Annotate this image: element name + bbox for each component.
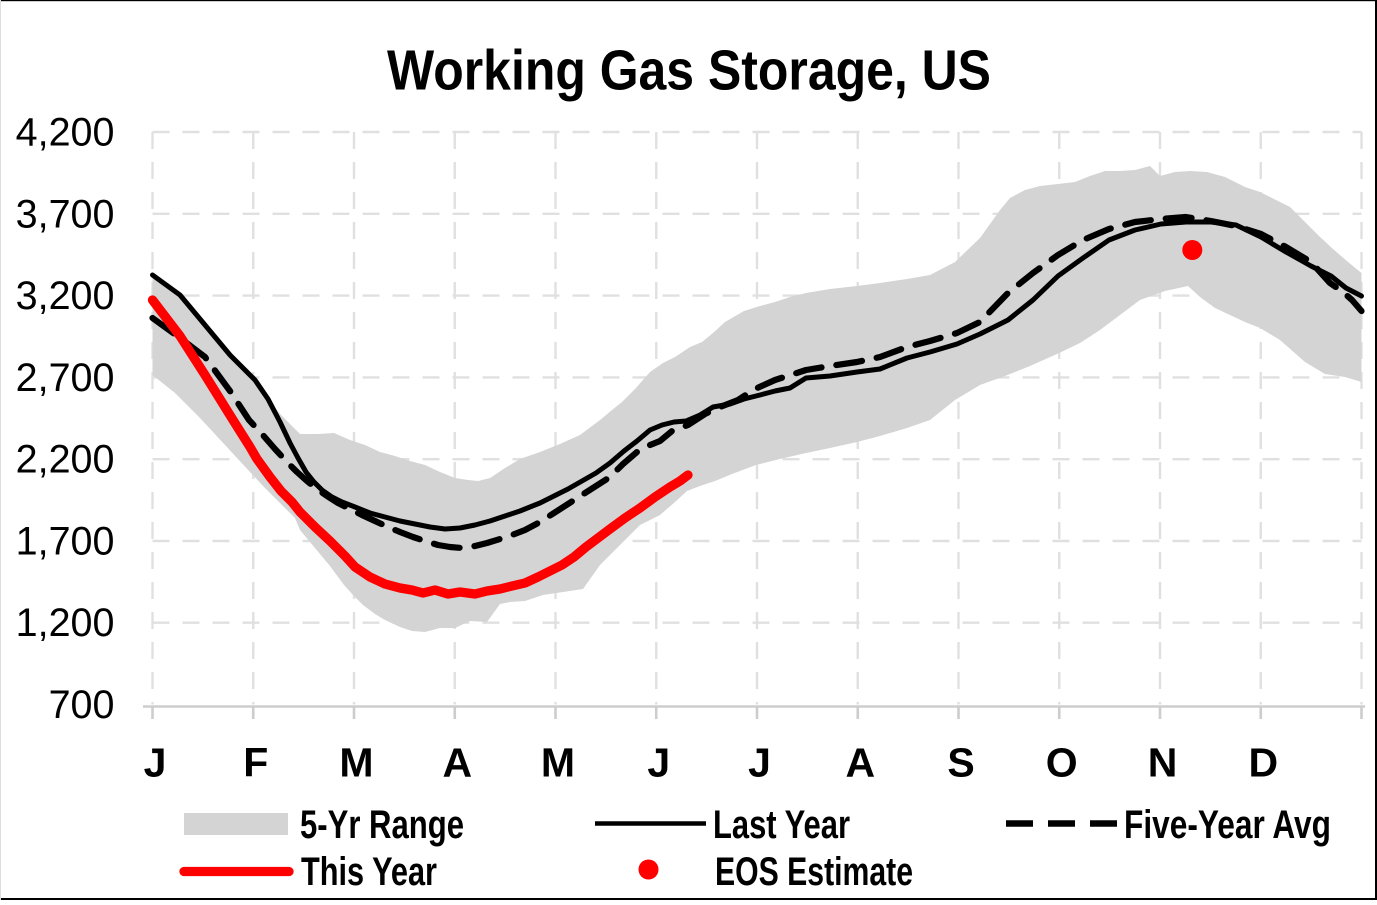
svg-text:5-Yr Range: 5-Yr Range bbox=[300, 803, 464, 847]
svg-text:N: N bbox=[1148, 739, 1178, 785]
svg-text:2,200: 2,200 bbox=[16, 438, 115, 482]
svg-text:700: 700 bbox=[49, 683, 115, 727]
svg-text:D: D bbox=[1248, 739, 1278, 785]
svg-text:Five-Year Avg: Five-Year Avg bbox=[1124, 803, 1331, 847]
svg-text:M: M bbox=[541, 739, 575, 785]
svg-text:1,700: 1,700 bbox=[16, 520, 115, 564]
svg-text:O: O bbox=[1046, 739, 1078, 785]
svg-text:This Year: This Year bbox=[301, 850, 437, 894]
svg-text:F: F bbox=[243, 739, 268, 785]
svg-text:Last Year: Last Year bbox=[713, 803, 850, 847]
svg-text:3,700: 3,700 bbox=[16, 192, 115, 236]
svg-text:A: A bbox=[845, 739, 875, 785]
svg-text:J: J bbox=[144, 739, 167, 785]
svg-text:S: S bbox=[947, 739, 974, 785]
svg-text:2,700: 2,700 bbox=[16, 356, 115, 400]
svg-text:J: J bbox=[748, 739, 771, 785]
svg-text:1,200: 1,200 bbox=[16, 601, 115, 645]
svg-text:J: J bbox=[647, 739, 670, 785]
svg-text:3,200: 3,200 bbox=[16, 274, 115, 318]
svg-text:A: A bbox=[442, 739, 472, 785]
svg-text:M: M bbox=[339, 739, 373, 785]
svg-text:EOS Estimate: EOS Estimate bbox=[715, 850, 913, 894]
svg-text:Working Gas Storage, US: Working Gas Storage, US bbox=[387, 39, 991, 103]
svg-text:4,200: 4,200 bbox=[16, 111, 115, 155]
